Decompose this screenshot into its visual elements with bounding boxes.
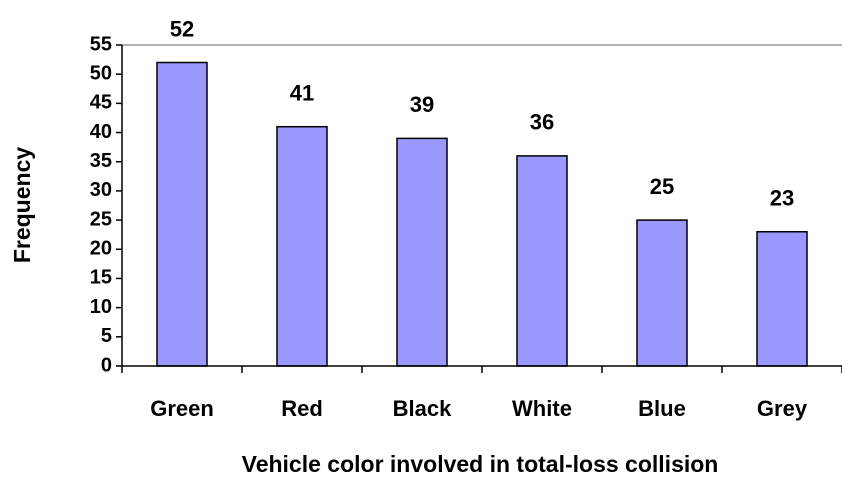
x-tick-label: White [512, 396, 572, 421]
data-label: 52 [170, 16, 194, 41]
bar [396, 137, 448, 367]
x-tick-label: Black [393, 396, 452, 421]
y-tick-label: 25 [90, 208, 112, 230]
data-label: 41 [290, 81, 314, 106]
data-label: 39 [410, 92, 434, 117]
x-tick-label: Red [281, 396, 323, 421]
x-tick-label: Blue [638, 396, 686, 421]
y-tick-label: 0 [101, 354, 112, 376]
x-tick-label: Grey [757, 396, 808, 421]
data-label: 23 [770, 186, 794, 211]
bar [636, 219, 688, 367]
y-tick-label: 40 [90, 121, 112, 143]
x-tick-label: Green [150, 396, 214, 421]
y-tick-label: 50 [90, 62, 112, 84]
data-label: 36 [530, 110, 554, 135]
bar [156, 61, 208, 367]
y-tick-label: 30 [90, 179, 112, 201]
data-label: 25 [650, 174, 674, 199]
x-axis-title: Vehicle color involved in total-loss col… [242, 451, 719, 477]
bar [756, 231, 808, 367]
y-tick-label: 10 [90, 296, 112, 318]
y-tick-label: 20 [90, 238, 112, 260]
y-tick-label: 45 [90, 92, 112, 114]
bar [276, 125, 328, 367]
y-tick-label: 55 [90, 33, 112, 55]
bar [516, 155, 568, 367]
y-tick-label: 35 [90, 150, 112, 172]
y-tick-label: 5 [101, 325, 112, 347]
y-axis-title: Frequency [9, 147, 35, 264]
y-tick-label: 15 [90, 267, 112, 289]
